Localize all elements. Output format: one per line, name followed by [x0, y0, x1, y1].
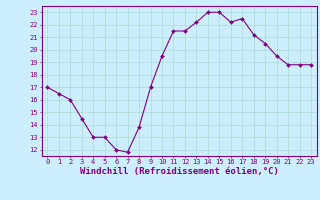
X-axis label: Windchill (Refroidissement éolien,°C): Windchill (Refroidissement éolien,°C) [80, 167, 279, 176]
